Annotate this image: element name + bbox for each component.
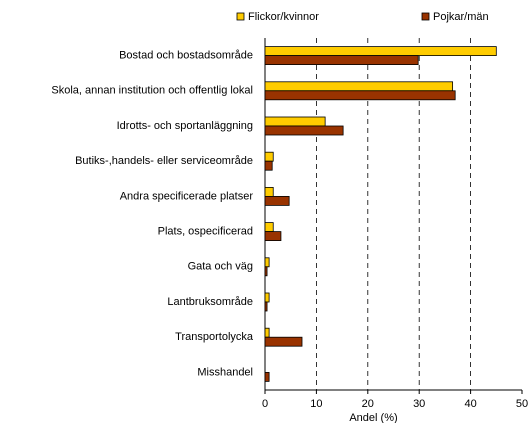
y-tick-label: Andra specificerade platser (120, 190, 254, 202)
bar (264, 186, 274, 197)
x-tick-label: 40 (464, 398, 476, 410)
bar (264, 266, 268, 277)
y-tick-label: Bostad och bostadsområde (119, 50, 253, 62)
y-tick-label: Idrotts- och sportanläggning (117, 120, 253, 132)
bar (264, 231, 282, 242)
legend-label: Pojkar/män (433, 11, 489, 23)
bar (264, 222, 274, 233)
y-tick-label: Misshandel (197, 366, 253, 378)
bar (264, 90, 456, 101)
y-tick-label: Skola, annan institution och offentlig l… (51, 85, 253, 97)
y-tick-label: Plats, ospecificerad (158, 226, 253, 238)
legend-swatch (421, 12, 430, 21)
x-axis-label: Andel (%) (349, 412, 397, 423)
bar (264, 292, 270, 303)
bar (264, 160, 273, 171)
bar (264, 336, 303, 347)
y-tick-label: Butiks-,handels- eller serviceområde (75, 155, 253, 167)
bar (264, 46, 497, 56)
y-tick-label: Transportolycka (175, 331, 254, 343)
x-tick-label: 10 (310, 398, 322, 410)
x-tick-label: 50 (516, 398, 528, 410)
bar (264, 301, 268, 312)
x-tick-label: 20 (362, 398, 374, 410)
bar (264, 327, 270, 338)
y-tick-label: Lantbruksområde (167, 296, 253, 308)
bar (264, 116, 326, 127)
bar (264, 195, 290, 206)
bar (264, 371, 270, 382)
bar (264, 125, 344, 136)
bar (264, 55, 419, 65)
x-tick-label: 30 (413, 398, 425, 410)
bar (264, 81, 454, 92)
y-tick-label: Gata och väg (188, 261, 253, 273)
x-tick-label: 0 (262, 398, 268, 410)
bar (264, 257, 270, 268)
legend-label: Flickor/kvinnor (248, 11, 319, 23)
bar (264, 151, 274, 162)
legend-swatch (236, 12, 245, 21)
